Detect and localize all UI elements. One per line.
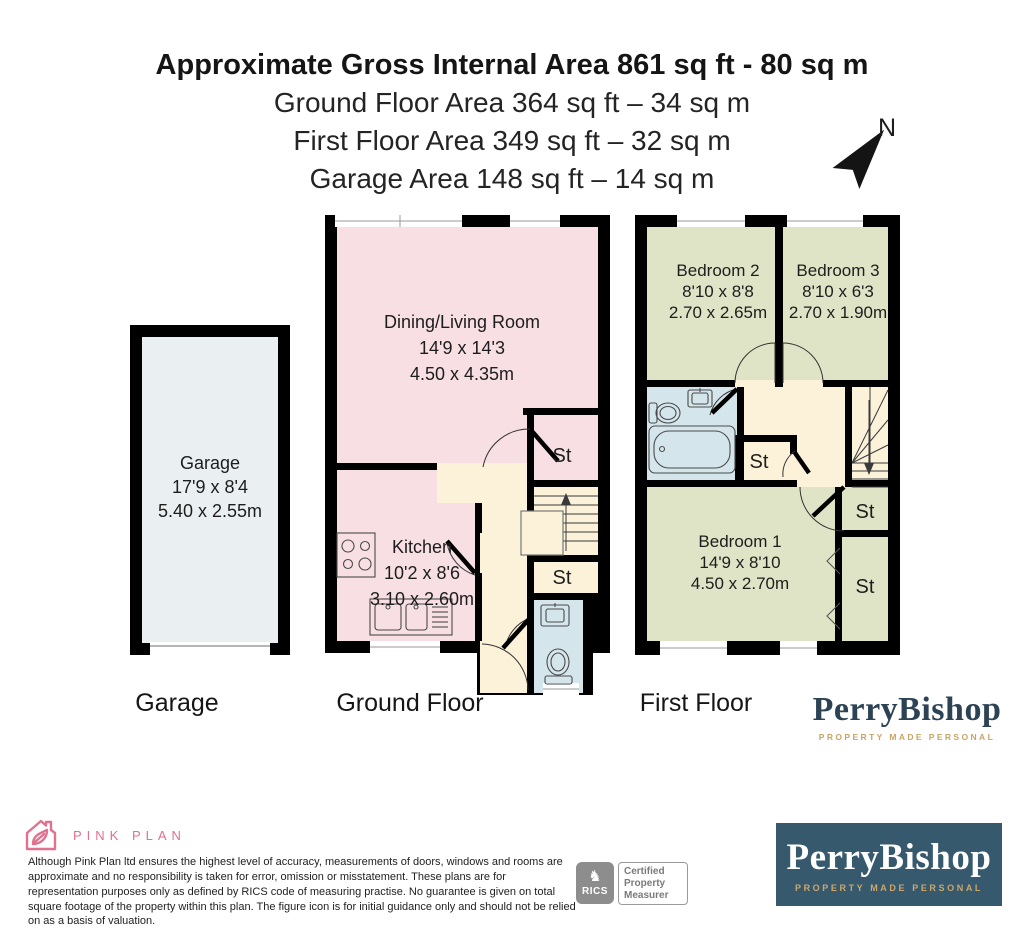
perrybishop-logo-tagline: PROPERTY MADE PERSONAL [818, 732, 996, 742]
garage-plan: Garage 17'9 x 8'4 5.40 x 2.55m [130, 325, 290, 655]
rics-cert-line2: Property [624, 877, 666, 889]
perrybishop-brand-box: PerryBishop PROPERTY MADE PERSONAL [776, 823, 1002, 906]
perrybishop-box-tagline: PROPERTY MADE PERSONAL [794, 883, 984, 893]
rics-cert-line3: Measurer [624, 889, 669, 901]
pink-plan-logo-text: PINK PLAN [73, 827, 186, 843]
compass-north-label: N [878, 114, 896, 142]
bedroom-3-room [783, 227, 888, 380]
svg-text:Bedroom 2: Bedroom 2 [676, 261, 759, 280]
garage-door-opening [150, 642, 270, 655]
storage-label-first-3: St [856, 576, 875, 598]
svg-text:Dining/Living Room: Dining/Living Room [384, 312, 540, 332]
svg-text:4.50 x 4.35m: 4.50 x 4.35m [410, 364, 514, 384]
svg-text:17'9 x 8'4: 17'9 x 8'4 [172, 477, 248, 497]
ground-interior-walls [337, 408, 610, 693]
bedroom2-door-opening [735, 380, 775, 387]
hall-passage [437, 463, 527, 503]
room-label-kitchen: Kitchen 10'2 x 8'6 3.10 x 2.60m [370, 537, 474, 609]
storage-label-first-1: St [750, 451, 769, 473]
perrybishop-logo-name: PerryBishop [812, 691, 1002, 728]
svg-text:8'10 x 8'8: 8'10 x 8'8 [682, 282, 754, 301]
perrybishop-box-name: PerryBishop [786, 837, 992, 878]
room-label-bedroom1: Bedroom 1 14'9 x 8'10 4.50 x 2.70m [691, 532, 789, 593]
rics-icon: ♞ RICS [576, 862, 614, 904]
toilet-icon [544, 648, 573, 685]
ground-floor-area-subtitle: Ground Floor Area 364 sq ft – 34 sq m [273, 87, 751, 118]
room-label-bedroom3: Bedroom 3 8'10 x 6'3 2.70 x 1.90m [789, 261, 887, 322]
pink-plan-house-icon [25, 819, 57, 851]
ground-floor-plan: Dining/Living Room 14'9 x 14'3 4.50 x 4.… [325, 215, 610, 695]
caption-ground-floor: Ground Floor [336, 689, 484, 717]
bathroom-toilet-icon [648, 402, 681, 424]
header: Approximate Gross Internal Area 861 sq f… [0, 46, 1024, 198]
kitchen-sink-icon [369, 598, 453, 636]
wc-sink-icon [540, 603, 570, 627]
bathroom-sink-icon [687, 388, 713, 408]
svg-text:14'9 x 8'10: 14'9 x 8'10 [699, 553, 780, 572]
rics-cert-line1: Certified [624, 866, 665, 877]
ground-doors [445, 427, 560, 691]
understairs-cupboard [520, 510, 564, 556]
bedroom-1-room [647, 487, 835, 641]
bedroom3-door-opening [783, 380, 823, 387]
first-windows [660, 215, 863, 655]
garage-area-subtitle: Garage Area 148 sq ft – 14 sq m [309, 163, 715, 194]
svg-text:5.40 x 2.55m: 5.40 x 2.55m [158, 501, 262, 521]
ground-windows [335, 215, 579, 695]
svg-text:10'2 x 8'6: 10'2 x 8'6 [384, 563, 460, 583]
svg-text:Bedroom 3: Bedroom 3 [796, 261, 879, 280]
gross-area-title: Approximate Gross Internal Area 861 sq f… [155, 49, 869, 81]
storage-label-first-2: St [856, 501, 875, 523]
wc-room [534, 600, 583, 693]
storage-label-ground-2: St [553, 567, 572, 589]
bedroom-2-room [647, 227, 775, 380]
pink-plan-logo: PINK PLAN [22, 816, 186, 854]
svg-text:3.10 x 2.60m: 3.10 x 2.60m [370, 589, 474, 609]
first-doors [709, 342, 846, 630]
first-floor-plan: Bedroom 2 8'10 x 8'8 2.70 x 2.65m Bedroo… [635, 215, 900, 655]
rics-badge: ♞ RICS Certified Property Measurer [576, 862, 688, 906]
svg-text:2.70 x 1.90m: 2.70 x 1.90m [789, 303, 887, 322]
room-label-garage: Garage 17'9 x 8'4 5.40 x 2.55m [158, 453, 262, 521]
svg-text:2.70 x 2.65m: 2.70 x 2.65m [669, 303, 767, 322]
dining-living-room [337, 227, 598, 408]
storage-label-ground-1: St [553, 445, 572, 467]
dining-living-room-lower [337, 408, 527, 470]
svg-text:Garage: Garage [180, 453, 240, 473]
first-floor-area-subtitle: First Floor Area 349 sq ft – 32 sq m [293, 125, 731, 156]
caption-first-floor: First Floor [639, 689, 753, 717]
hob-icon [336, 532, 376, 578]
room-label-bedroom2: Bedroom 2 8'10 x 8'8 2.70 x 2.65m [669, 261, 767, 322]
storage-closet-1 [842, 487, 888, 530]
svg-text:14'9 x 14'3: 14'9 x 14'3 [419, 338, 505, 358]
storage-closet-2 [842, 537, 888, 641]
first-interior-walls [647, 227, 888, 641]
bath-icon [648, 425, 736, 474]
compass-needle [832, 129, 885, 189]
room-label-dining: Dining/Living Room 14'9 x 14'3 4.50 x 4.… [384, 312, 540, 384]
perrybishop-logo: PerryBishop PROPERTY MADE PERSONAL [812, 691, 1002, 742]
svg-text:8'10 x 6'3: 8'10 x 6'3 [802, 282, 874, 301]
rics-certification-box: Certified Property Measurer [618, 862, 688, 906]
rics-lion-icon: ♞ [588, 868, 602, 885]
storage-room-cream [534, 562, 598, 593]
disclaimer-text: Although Pink Plan ltd ensures the highe… [28, 856, 576, 928]
svg-text:Kitchen: Kitchen [392, 537, 452, 557]
svg-text:4.50 x 2.70m: 4.50 x 2.70m [691, 574, 789, 593]
north-arrow-icon: N [832, 114, 896, 189]
hallway [480, 503, 527, 693]
stairs-down [851, 387, 889, 488]
rics-org-label: RICS [582, 886, 608, 897]
svg-text:Bedroom 1: Bedroom 1 [698, 532, 781, 551]
caption-garage: Garage [135, 689, 219, 717]
garage-floor [142, 337, 278, 643]
